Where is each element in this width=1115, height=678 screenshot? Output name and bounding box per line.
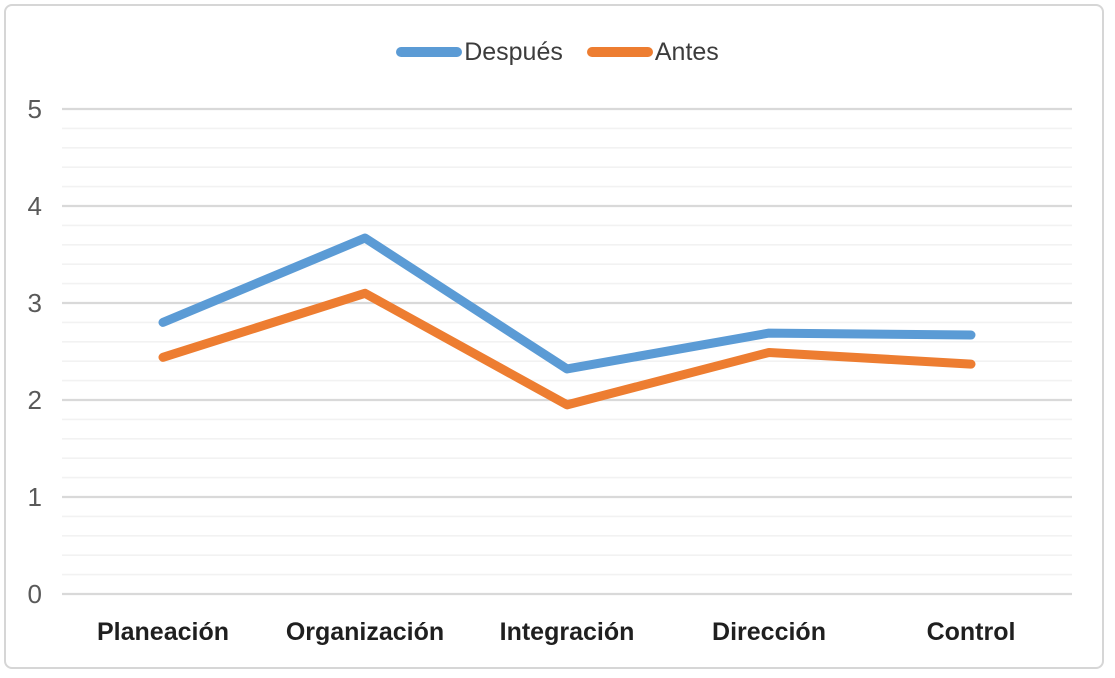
y-tick-label: 3 [27, 288, 42, 318]
x-category-label: Planeación [97, 618, 229, 646]
series-line-antes [158, 288, 976, 410]
x-axis: Planeación Organización Integración Direcci… [0, 616, 1115, 660]
series-line-despues [158, 233, 976, 374]
x-category-label: Dirección [712, 618, 826, 646]
y-tick-label: 5 [27, 94, 42, 124]
legend: Después Antes [0, 36, 1115, 68]
legend-marker-despues-icon [396, 47, 463, 57]
y-tick-label: 2 [27, 385, 42, 415]
x-category-label: Integración [499, 618, 635, 646]
y-axis: 0 1 2 3 4 5 [0, 0, 60, 678]
x-category-label: Control [926, 618, 1016, 646]
legend-item-antes: Antes [586, 37, 719, 67]
x-category-label: Organización [285, 618, 445, 646]
legend-label-antes: Antes [654, 37, 719, 66]
legend-marker-antes-icon [586, 47, 653, 57]
y-tick-label: 0 [27, 579, 42, 609]
legend-item-despues: Después [396, 38, 563, 67]
legend-label-despues: Después [464, 37, 563, 66]
y-tick-label: 4 [27, 191, 42, 221]
y-tick-label: 1 [27, 482, 42, 512]
